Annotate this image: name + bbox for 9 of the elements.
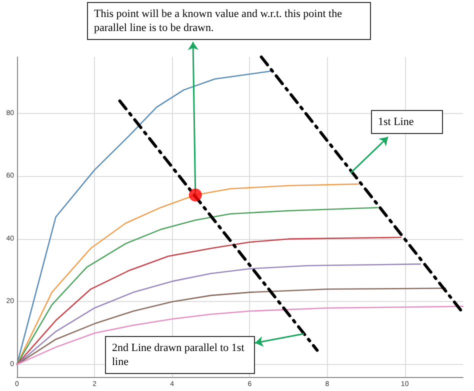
line-series	[16, 306, 464, 366]
annotation: 2nd Line drawn parallel to 1st line	[112, 342, 248, 368]
line-series	[16, 263, 421, 366]
annotation: 1st Line	[378, 116, 414, 128]
line-series	[16, 236, 402, 366]
line-series	[16, 288, 446, 366]
line-series	[16, 70, 272, 366]
annotation: This point will be a known value and w.r.t. this point the parallel line is to be drawn.	[94, 8, 345, 34]
line-series	[16, 206, 378, 366]
